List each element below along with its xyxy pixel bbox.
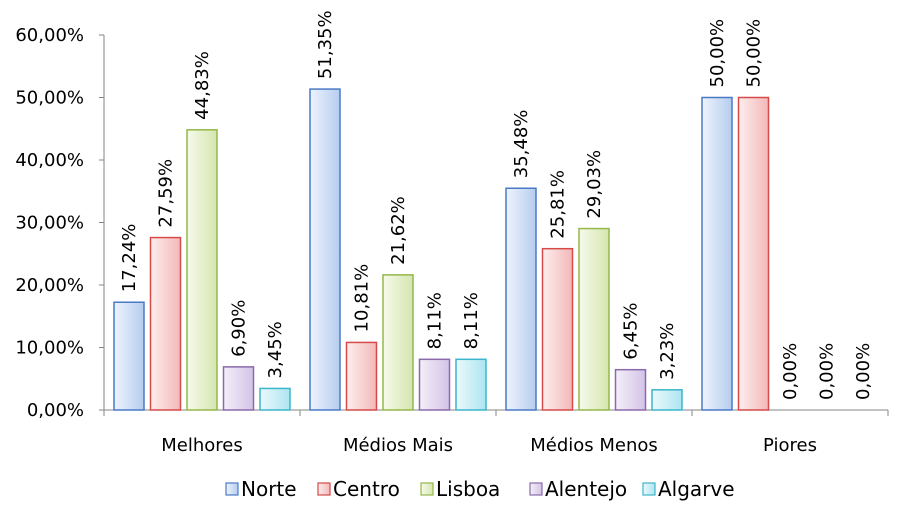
bar-value-label: 6,90%	[229, 300, 250, 357]
bar-lisboa	[383, 275, 413, 410]
bar-value-label: 29,03%	[584, 150, 605, 219]
x-category-label: Médios Menos	[530, 435, 658, 456]
x-axis: Melhores Médios Mais Médios Menos Piores	[104, 410, 888, 456]
bar-norte	[506, 188, 536, 410]
legend: Norte Centro Lisboa Alentejo Algarve	[226, 477, 735, 501]
y-tick-label: 30,00%	[15, 213, 84, 234]
bar-value-label: 27,59%	[156, 159, 177, 228]
legend-label: Lisboa	[436, 477, 500, 501]
bar-value-label: 50,00%	[707, 19, 728, 88]
bar-algarve	[456, 359, 486, 410]
bar-value-label: 8,11%	[425, 292, 446, 349]
legend-swatch-centro	[318, 483, 330, 495]
bar-centro	[739, 98, 769, 411]
bar-value-label: 8,11%	[461, 292, 482, 349]
bar-alentejo	[616, 370, 646, 410]
bar-norte	[702, 98, 732, 411]
bar-lisboa	[579, 229, 609, 410]
bar-value-label: 3,45%	[265, 321, 286, 378]
x-category-label: Melhores	[161, 435, 242, 456]
y-tick-label: 60,00%	[15, 25, 84, 46]
bar-value-label: 25,81%	[548, 170, 569, 239]
y-tick-label: 0,00%	[27, 400, 84, 421]
y-axis: 0,00% 10,00% 20,00% 30,00% 40,00% 50,00% 60,00…	[15, 25, 104, 421]
bar-centro	[151, 238, 181, 410]
bar-lisboa	[187, 130, 217, 410]
legend-label: Norte	[241, 477, 297, 501]
y-tick-label: 20,00%	[15, 275, 84, 296]
y-tick-label: 40,00%	[15, 150, 84, 171]
bar-value-label: 0,00%	[817, 343, 838, 400]
x-category-label: Piores	[763, 435, 817, 456]
bar-alentejo	[420, 359, 450, 410]
bar-centro	[347, 342, 377, 410]
bar-value-label: 0,00%	[780, 343, 801, 400]
bar-value-label: 3,23%	[657, 323, 678, 380]
y-tick-label: 50,00%	[15, 88, 84, 109]
y-tick-label: 10,00%	[15, 338, 84, 359]
bar-value-label: 21,62%	[388, 196, 409, 265]
legend-label: Alentejo	[545, 477, 627, 501]
legend-label: Algarve	[658, 477, 735, 501]
legend-swatch-algarve	[643, 483, 655, 495]
bar-alentejo	[224, 367, 254, 410]
bar-norte	[310, 89, 340, 410]
bar-algarve	[260, 388, 290, 410]
bar-value-label: 50,00%	[744, 19, 765, 88]
legend-label: Centro	[333, 477, 400, 501]
bar-value-label: 10,81%	[352, 264, 373, 333]
bar-algarve	[652, 390, 682, 410]
legend-swatch-alentejo	[530, 483, 542, 495]
bar-value-label: 6,45%	[621, 303, 642, 360]
bar-norte	[114, 302, 144, 410]
legend-swatch-norte	[226, 483, 238, 495]
legend-swatch-lisboa	[421, 483, 433, 495]
bar-centro	[543, 249, 573, 410]
bar-value-label: 17,24%	[119, 224, 140, 293]
bar-value-label: 44,83%	[192, 51, 213, 120]
x-category-label: Médios Mais	[343, 435, 453, 456]
bar-value-label: 51,35%	[315, 10, 336, 79]
bar-value-label: 0,00%	[853, 343, 874, 400]
bar-value-label: 35,48%	[511, 110, 532, 179]
